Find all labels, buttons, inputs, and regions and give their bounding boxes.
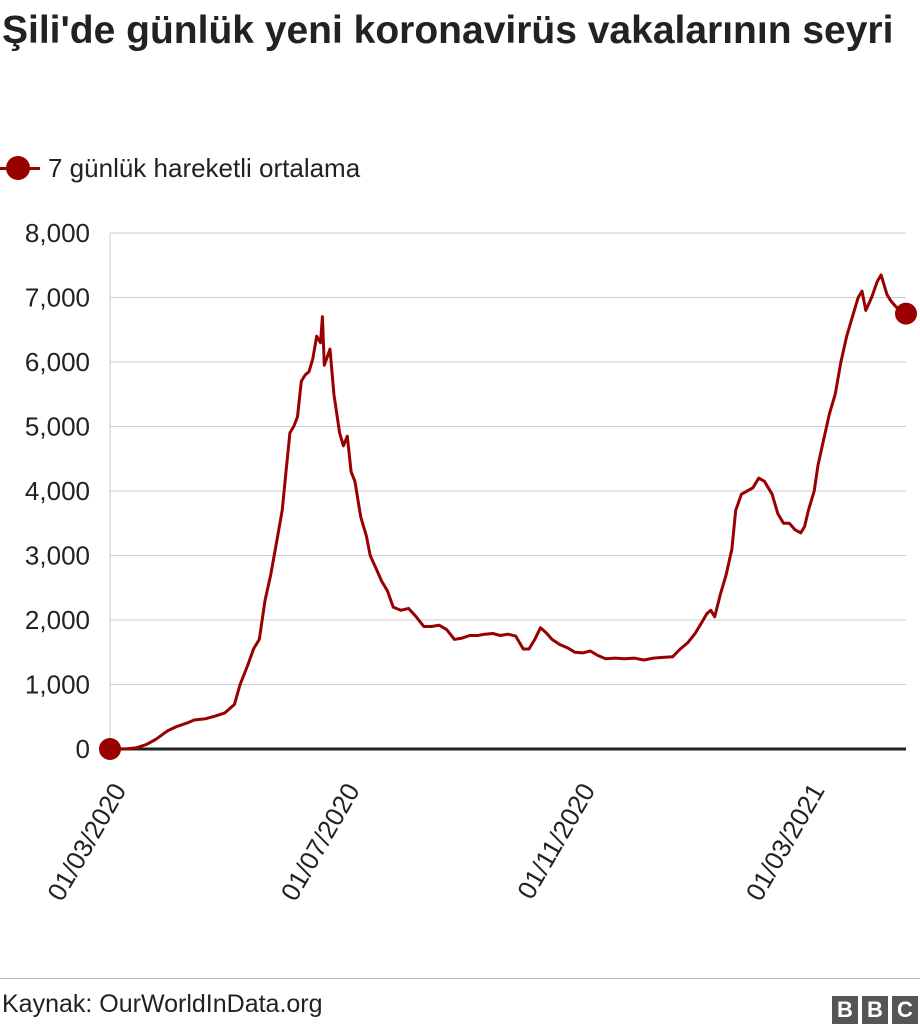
logo-letter: B: [862, 996, 888, 1024]
y-tick-label: 8,000: [25, 218, 90, 248]
y-tick-label: 4,000: [25, 476, 90, 506]
x-tick-label: 01/03/2021: [740, 778, 831, 906]
logo-letter: C: [892, 996, 918, 1024]
chart-title: Şili'de günlük yeni koronavirüs vakaları…: [2, 9, 894, 52]
x-tick-label: 01/07/2020: [275, 778, 366, 906]
x-axis-tick-labels: 01/03/2020 01/07/2020 01/11/2020 01/03/2021: [41, 778, 830, 906]
x-tick-label: 01/11/2020: [511, 778, 601, 904]
bbc-logo: B B C: [832, 996, 918, 1024]
logo-letter: B: [832, 996, 858, 1024]
series-line: [109, 273, 907, 751]
y-tick-label: 3,000: [25, 541, 90, 571]
legend: 7 günlük hareketli ortalama: [0, 148, 360, 188]
source-note: Kaynak: OurWorldInData.org: [2, 990, 323, 1018]
gridlines: [109, 232, 906, 749]
x-tick-label: 01/03/2020: [41, 778, 132, 906]
y-tick-label: 5,000: [25, 412, 90, 442]
y-tick-label: 7,000: [25, 283, 90, 313]
line-chart: 0 1,000 2,000 3,000 4,000 5,000 6,000 7,000 8,00…: [25, 218, 917, 906]
series-end-point: [895, 302, 917, 325]
y-tick-label: 1,000: [25, 670, 90, 700]
legend-dot-marker: [6, 156, 30, 180]
series-start-point: [99, 738, 121, 760]
y-tick-label: 6,000: [25, 347, 90, 377]
legend-swatch: [0, 150, 42, 186]
footer-divider: [0, 978, 920, 979]
y-tick-label: 2,000: [25, 605, 90, 635]
y-tick-label: 0: [76, 734, 90, 764]
legend-label: 7 günlük hareketli ortalama: [48, 152, 361, 183]
y-axis-tick-labels: 0 1,000 2,000 3,000 4,000 5,000 6,000 7,000 8,00…: [25, 218, 90, 764]
